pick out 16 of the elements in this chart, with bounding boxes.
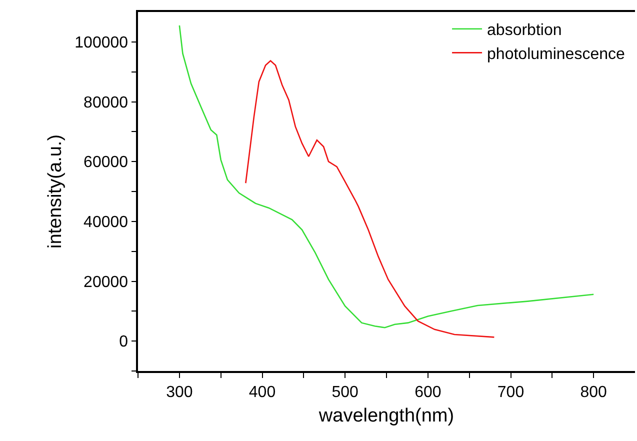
y-axis-title: intensity(a.u.) [45,134,66,249]
y-tick-label: 80000 [84,94,128,112]
y-tick-label: 0 [119,334,128,351]
y-tick-label: 40000 [84,214,128,232]
x-tick-label: 800 [580,384,608,401]
x-tick-label: 600 [414,384,442,401]
legend-label: photoluminescence [487,46,625,63]
legend-label: absorbtion [487,22,562,40]
x-tick-label: 700 [497,384,524,401]
x-axis-title: wavelength(nm) [318,405,454,426]
x-tick-label: 500 [332,384,359,401]
x-tick-label: 300 [166,384,193,401]
y-tick-label: 100000 [74,34,128,52]
y-tick-label: 60000 [84,154,128,172]
y-tick-label: 20000 [84,274,128,291]
x-tick-label: 400 [248,384,276,401]
